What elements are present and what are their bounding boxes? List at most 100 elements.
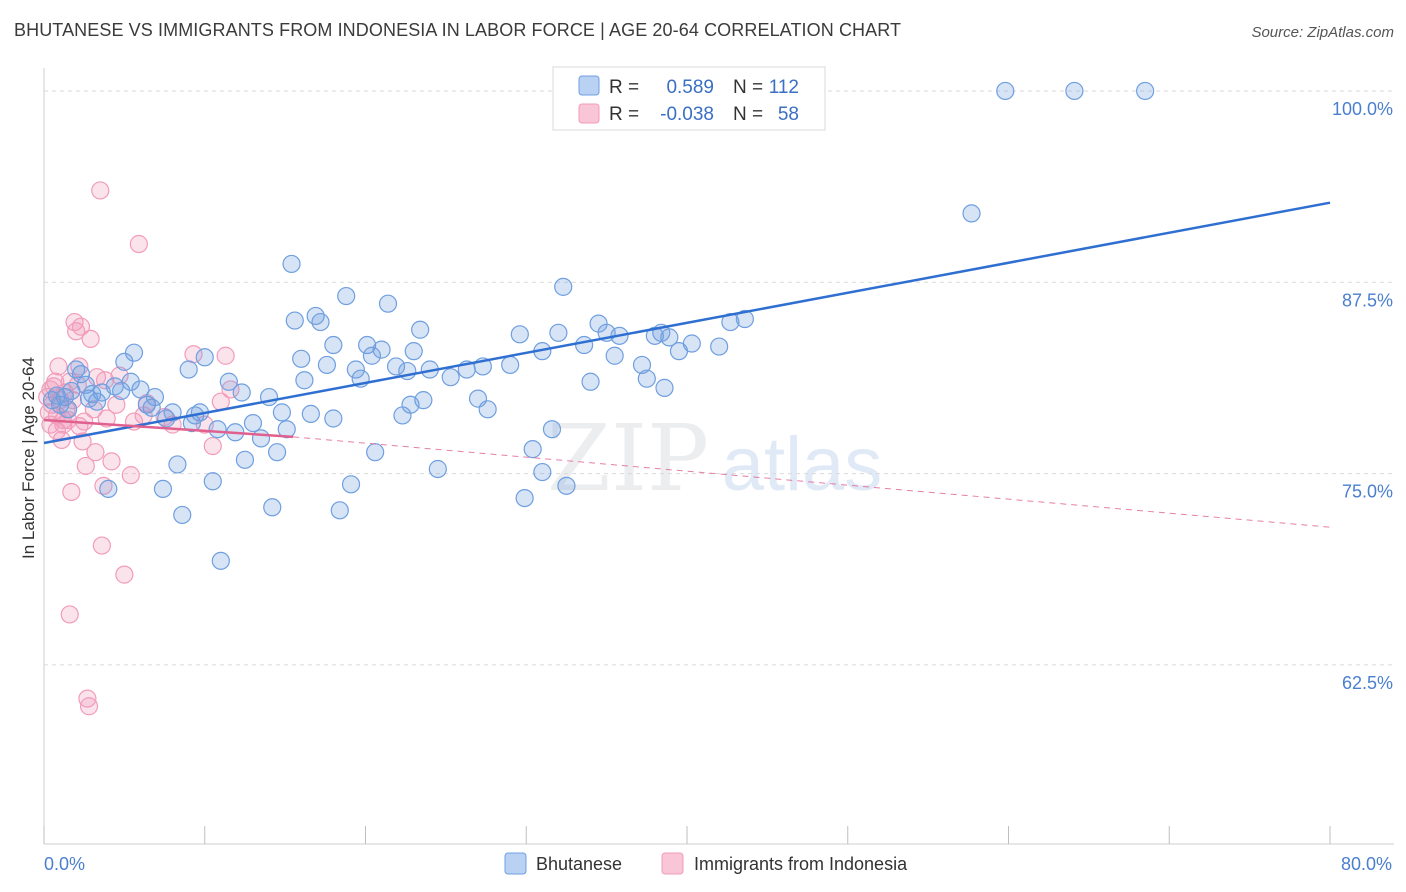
y-tick-labels: 62.5% 75.0% 87.5% 100.0% <box>1332 99 1393 693</box>
bhutanese-point <box>243 413 263 433</box>
bhutanese-point <box>401 395 420 414</box>
indonesia-point <box>78 689 97 708</box>
bhutanese-point <box>179 360 198 379</box>
bhutanese-point <box>341 475 361 494</box>
bhutanese-point <box>337 286 356 306</box>
bottom-legend-label-indonesia: Immigrants from Indonesia <box>694 854 908 874</box>
bhutanese-point <box>554 277 573 296</box>
bhutanese-point <box>285 311 304 330</box>
bhutanese-point <box>195 348 214 367</box>
legend-n-value-bhutanese: 112 <box>769 77 799 98</box>
bhutanese-point <box>301 404 320 424</box>
bhutanese-point <box>372 340 391 359</box>
bhutanese-point <box>523 440 542 459</box>
bhutanese-point <box>173 505 192 525</box>
trend-line-bhutanese <box>43 201 1331 445</box>
bhutanese-point <box>605 346 624 365</box>
bhutanese-point <box>362 346 382 365</box>
indonesia-point <box>79 697 99 716</box>
x-tick-label-min: 0.0% <box>44 854 85 874</box>
bhutanese-point <box>311 312 330 332</box>
bhutanese-point <box>632 355 652 375</box>
bhutanese-point <box>71 365 91 384</box>
indonesia-point <box>62 482 81 502</box>
watermark-zip: ZIP <box>547 405 709 512</box>
watermark-atlas: atlas <box>722 422 883 507</box>
indonesia-point <box>129 234 148 254</box>
indonesia-point <box>49 357 68 376</box>
watermark: ZIP atlas <box>547 405 882 512</box>
bhutanese-point <box>542 420 562 439</box>
legend-r-label-1: R = <box>609 77 639 98</box>
bhutanese-point <box>735 309 754 329</box>
bhutanese-point <box>515 488 534 508</box>
y-tick-label: 87.5% <box>1342 290 1393 310</box>
trend-line-indonesia <box>293 436 1331 528</box>
bhutanese-point <box>428 459 447 479</box>
correlation-legend: R = 0.589 N = 112 R = -0.038 N = 58 <box>552 66 826 131</box>
bhutanese-point <box>163 403 182 422</box>
bhutanese-point <box>272 403 292 422</box>
indonesia-point <box>107 395 126 414</box>
series-bhutanese-points <box>42 81 1155 570</box>
indonesia-point <box>121 466 140 485</box>
bhutanese-point <box>533 462 552 482</box>
indonesia-point <box>91 181 110 200</box>
bottom-legend-swatch-indonesia <box>661 852 684 875</box>
bhutanese-point <box>317 355 337 375</box>
bhutanese-point <box>121 372 140 391</box>
bhutanese-point <box>378 294 398 313</box>
bhutanese-point <box>168 455 187 474</box>
bhutanese-point <box>277 420 296 439</box>
indonesia-point <box>70 357 89 376</box>
indonesia-point <box>110 366 129 385</box>
indonesia-point <box>70 417 89 436</box>
bottom-legend-swatch-bhutanese <box>504 852 527 875</box>
indonesia-point <box>47 421 66 440</box>
legend-n-label-2: N = <box>733 104 763 125</box>
bhutanese-point <box>47 386 66 405</box>
bhutanese-point <box>557 476 576 495</box>
bhutanese-point <box>501 355 520 375</box>
bhutanese-point <box>282 254 301 274</box>
legend-n-value-indonesia: 58 <box>778 104 799 125</box>
bhutanese-point <box>112 381 131 401</box>
bhutanese-point <box>76 375 95 394</box>
bhutanese-point <box>292 349 311 368</box>
x-tick-label-max: 80.0% <box>1341 854 1392 874</box>
indonesia-point <box>94 476 113 495</box>
bhutanese-point <box>404 342 423 361</box>
bhutanese-point <box>996 81 1015 101</box>
chart-title: BHUTANESE VS IMMIGRANTS FROM INDONESIA I… <box>14 20 902 40</box>
source-label: Source: ZipAtlas.com <box>1251 24 1394 41</box>
trend-lines <box>43 201 1331 528</box>
series-indonesia-points <box>38 181 240 716</box>
indonesia-point <box>115 565 134 584</box>
bhutanese-point <box>306 306 325 326</box>
bhutanese-point <box>637 369 656 388</box>
bhutanese-point <box>203 472 222 491</box>
indonesia-point <box>203 436 222 456</box>
bhutanese-point <box>575 335 594 355</box>
y-axis-title: In Labor Force | Age 20-64 <box>19 357 38 559</box>
bhutanese-point <box>263 498 282 517</box>
bhutanese-point <box>295 371 314 390</box>
bhutanese-point <box>153 479 173 499</box>
indonesia-point <box>92 536 111 555</box>
bhutanese-point <box>235 450 255 469</box>
bhutanese-point <box>115 352 134 371</box>
indonesia-point <box>86 443 105 462</box>
bhutanese-point <box>682 334 701 353</box>
bhutanese-point <box>660 328 679 347</box>
y-tick-label: 100.0% <box>1332 99 1393 119</box>
bhutanese-point <box>962 204 981 223</box>
bhutanese-point <box>655 378 674 397</box>
indonesia-point <box>221 380 240 399</box>
legend-swatch-indonesia <box>578 103 600 124</box>
bhutanese-point <box>59 400 78 419</box>
bottom-legend-label-bhutanese: Bhutanese <box>536 854 622 874</box>
bhutanese-point <box>99 479 118 499</box>
bhutanese-point <box>142 398 161 417</box>
bhutanese-point <box>1136 81 1155 101</box>
